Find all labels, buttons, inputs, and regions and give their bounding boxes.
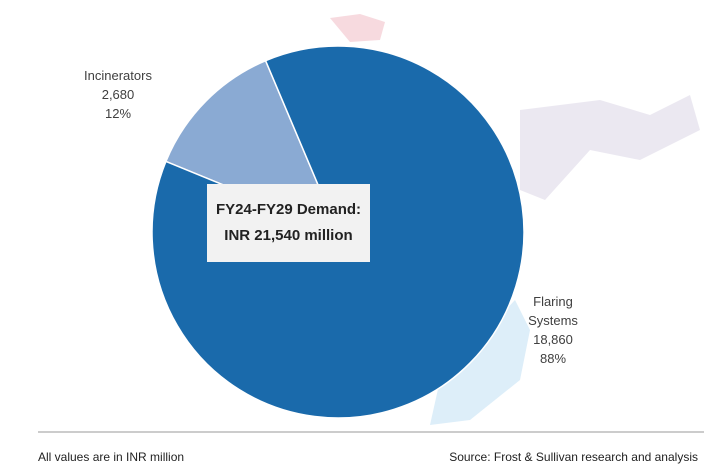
slice-label: Incinerators 2,680 12%: [68, 66, 168, 123]
center-annotation: FY24-FY29 Demand: INR 21,540 million: [207, 184, 370, 262]
source: Source: Frost & Sullivan research and an…: [449, 450, 698, 464]
value-label: 18,860: [533, 332, 573, 347]
percent-label: 12%: [104, 106, 132, 121]
slice-label: Flaring Systems 18,860 88%: [522, 292, 584, 368]
footnote: All values are in INR million: [38, 450, 185, 464]
value-label: 2,680: [101, 87, 135, 102]
annotation-line: INR 21,540 million: [224, 227, 353, 244]
map-background: [330, 14, 700, 425]
percent-label: 88%: [539, 351, 567, 366]
category-label: Flaring Systems: [528, 294, 578, 328]
annotation-line: FY24-FY29 Demand:: [215, 201, 362, 218]
category-label: Incinerators: [84, 68, 152, 83]
